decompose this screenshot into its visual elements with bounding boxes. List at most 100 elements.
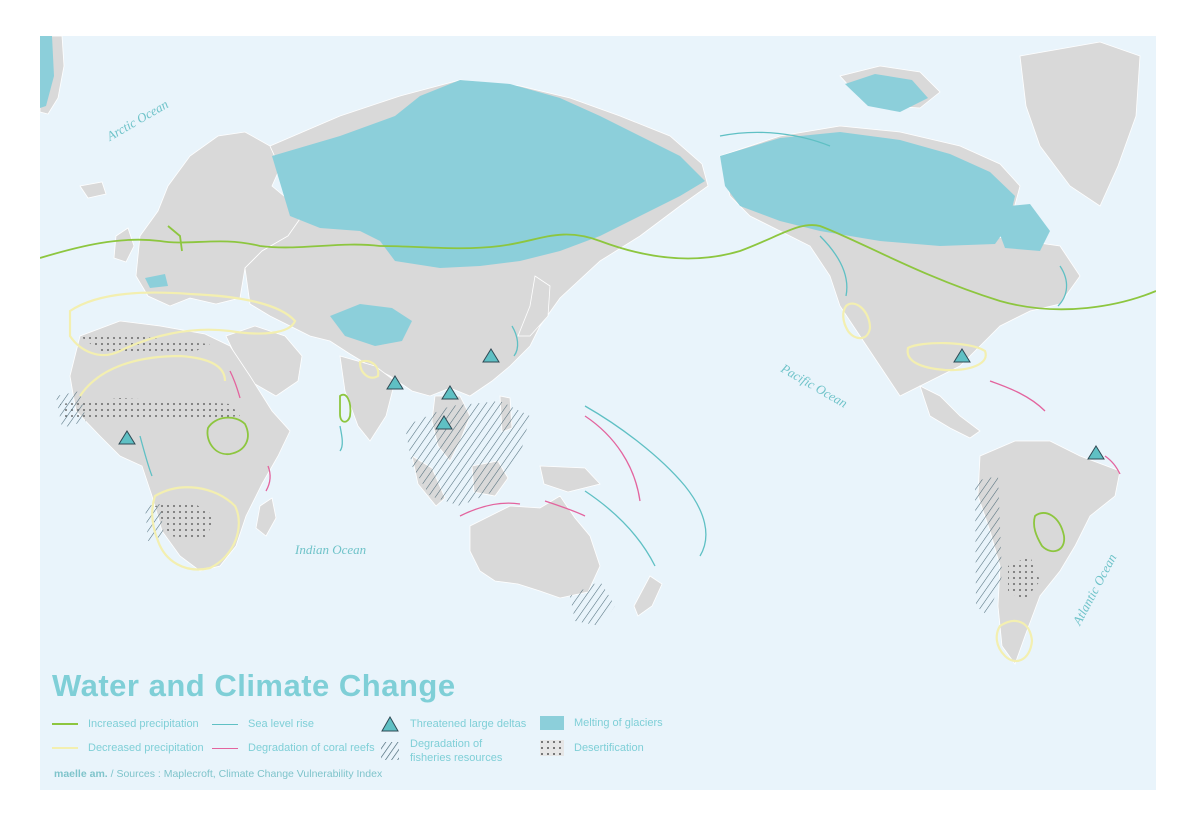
coral-australia (459, 502, 521, 517)
map-frame: Arctic Ocean Pacific Ocean Indian Ocean … (40, 36, 1156, 790)
glacier-tibet (330, 304, 412, 346)
legend-label: Decreased precipitation (88, 742, 204, 754)
desert-sahel (60, 398, 240, 421)
fisheries-australia-east (570, 581, 615, 626)
legend-label: Melting of glaciers (574, 717, 663, 729)
legend-label: Threatened large deltas (410, 718, 527, 730)
legend-label: Increased precipitation (88, 718, 199, 730)
decreased-precipitation-lines (68, 291, 1034, 663)
label-pacific-ocean: Pacific Ocean (778, 360, 850, 410)
glacier-siberia (272, 80, 705, 268)
legend-decreased-precipitation: Decreased precipitation (52, 742, 204, 754)
decreased-region-southern-africa (151, 486, 240, 571)
fisheries-chile (975, 476, 1002, 616)
legend-label: Degradation of fisheries resources (410, 738, 503, 764)
coral-east-africa (265, 465, 271, 492)
desert-north-africa (80, 334, 210, 354)
coral-red-sea (229, 370, 241, 399)
legend-coral-degradation: Degradation of coral reefs (212, 742, 375, 754)
coral-indonesia (544, 500, 586, 517)
increased-region-india (339, 393, 352, 423)
glacier-scandinavia (145, 274, 168, 288)
decreased-region-patagonia (995, 619, 1034, 663)
legend-threatened-deltas: Threatened large deltas (380, 715, 526, 733)
delta-triangle (482, 348, 500, 363)
glacier-arctic-archipelago (845, 74, 928, 112)
delta-triangle (435, 415, 453, 430)
legend-label: Desertification (574, 742, 644, 754)
increased-region-east-africa (206, 416, 249, 455)
hatch-icon (381, 742, 399, 760)
legend-line-icon (212, 723, 238, 725)
legend-increased-precipitation: Increased precipitation (52, 718, 199, 730)
label-indian-ocean: Indian Ocean (294, 542, 366, 557)
legend-glaciers: Melting of glaciers (540, 716, 663, 730)
glacier-quebec (990, 204, 1050, 251)
label-arctic-ocean: Arctic Ocean (103, 96, 171, 144)
decreased-region-china (358, 359, 380, 379)
land-newzealand (633, 575, 663, 617)
sea-level-rise-lines (139, 131, 1068, 567)
land-australia (469, 495, 601, 599)
legend-label: Degradation of coral reefs (248, 742, 375, 754)
increased-precipitation-lines (40, 224, 1156, 553)
sea-level-east-asia (511, 325, 519, 357)
coral-caribbean (989, 380, 1046, 412)
legend-sea-level-rise: Sea level rise (212, 718, 314, 730)
decreased-region-mediterranean (68, 291, 297, 357)
delta-triangle (386, 375, 404, 390)
sea-level-australia (584, 490, 656, 567)
credit-sources: / Sources : Maplecroft, Climate Change V… (107, 768, 383, 780)
delta-triangle-icon (381, 715, 399, 732)
land-uk (113, 227, 135, 263)
dots-swatch-icon (540, 740, 564, 756)
coral-brazil (1104, 455, 1121, 475)
delta-triangle (441, 385, 459, 400)
glacier-canada (720, 132, 1015, 246)
legend-line-icon (212, 747, 238, 749)
glacier-swatch-icon (540, 716, 564, 730)
fisheries-areas (56, 391, 1002, 626)
delta-triangle (118, 430, 136, 445)
legend-line-icon (52, 723, 78, 725)
land-japan (517, 275, 551, 337)
sea-level-pacific (584, 405, 707, 557)
sea-level-pacific-north (719, 131, 831, 147)
legend-desertification: Desertification (540, 740, 644, 756)
coral-reef-lines (229, 370, 1121, 517)
delta-triangle (953, 348, 971, 363)
increased-line-north (40, 224, 1156, 311)
land-newguinea (539, 465, 601, 493)
coral-pacific (584, 415, 641, 502)
credit-line: maelle am. / Sources : Maplecroft, Clima… (54, 768, 382, 780)
threatened-deltas (118, 348, 1105, 460)
desert-argentina (1008, 556, 1040, 601)
sea-level-indian (339, 425, 343, 452)
legend-fisheries: Degradation of fisheries resources (380, 737, 510, 765)
desert-southern-africa (155, 501, 215, 541)
decreased-region-gulf (906, 342, 987, 372)
fisheries-angola (145, 504, 164, 541)
desertification-areas (60, 334, 1040, 601)
world-map: Arctic Ocean Pacific Ocean Indian Ocean … (40, 36, 1156, 665)
decreased-region-sahara (79, 354, 227, 397)
land-madagascar (255, 497, 277, 537)
glacier-greenland-west (40, 36, 54, 108)
land-centralamerica (919, 385, 981, 439)
legend: Increased precipitation Decreased precip… (40, 712, 1156, 782)
increased-region-brazil (1033, 512, 1065, 553)
land-iceland (79, 181, 107, 199)
legend-line-icon (52, 747, 78, 749)
increased-line-europe (167, 225, 183, 252)
label-atlantic-ocean: Atlantic Ocean (1069, 551, 1119, 628)
sea-level-west-africa (139, 435, 153, 477)
sea-level-east-us (1057, 265, 1068, 307)
delta-triangle (1087, 445, 1105, 460)
fisheries-south-china-sea (405, 401, 530, 506)
credit-author: maelle am. (54, 768, 108, 780)
fisheries-west-africa (56, 391, 86, 428)
decreased-region-california (842, 302, 872, 340)
sea-level-americas (819, 235, 848, 297)
legend-label: Sea level rise (248, 718, 315, 730)
land-greenland (1019, 41, 1141, 207)
